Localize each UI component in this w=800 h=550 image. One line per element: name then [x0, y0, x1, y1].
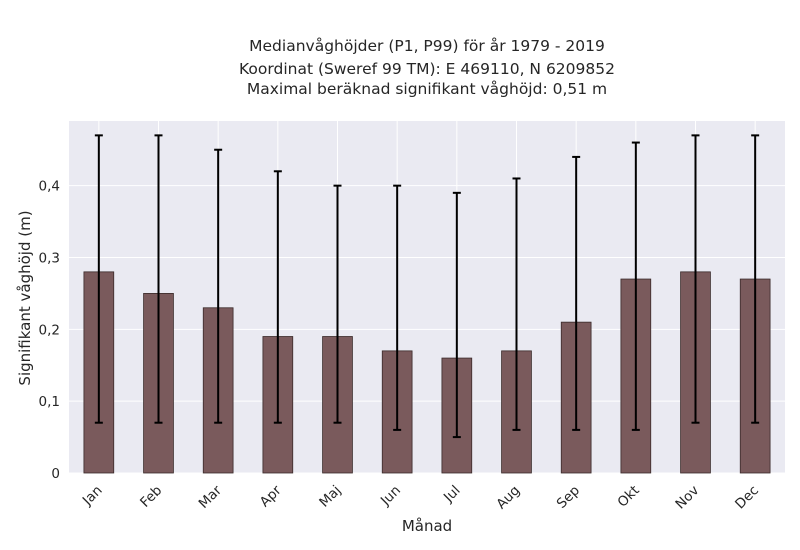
y-tick-label: 0,1	[39, 394, 60, 410]
chart-title-line-3: Maximal beräknad signifikant våghöjd: 0,…	[247, 80, 607, 98]
x-tick-label: Jan	[79, 483, 106, 510]
x-tick-label: Apr	[257, 482, 285, 510]
x-tick-label: Jun	[377, 483, 404, 510]
y-tick-label: 0	[51, 466, 60, 482]
x-tick-label: Nov	[672, 483, 702, 513]
x-tick-label: Sep	[554, 483, 583, 512]
x-tick-label: Mar	[196, 482, 226, 512]
x-tick-label: Maj	[316, 483, 344, 511]
y-axis-ticks: 0 0,1 0,2 0,3 0,4	[39, 179, 60, 482]
chart-title: Medianvåghöjder (P1, P99) för år 1979 - …	[239, 37, 615, 98]
y-tick-label: 0,3	[39, 250, 60, 266]
x-tick-label: Okt	[615, 483, 643, 511]
chart-title-line-1: Medianvåghöjder (P1, P99) för år 1979 - …	[249, 37, 605, 55]
x-tick-label: Aug	[493, 483, 523, 513]
x-tick-label: Jul	[440, 483, 464, 507]
chart-title-line-2: Koordinat (Sweref 99 TM): E 469110, N 62…	[239, 60, 615, 78]
y-axis-label: Signifikant våghöjd (m)	[16, 210, 34, 385]
x-tick-label: Feb	[137, 483, 165, 511]
x-axis-label: Månad	[402, 517, 452, 535]
x-axis-ticks: Jan Feb Mar Apr Maj Jun Jul Aug Sep Okt Nov Dec	[79, 482, 762, 512]
plot-area	[69, 121, 785, 473]
y-tick-label: 0,2	[39, 322, 60, 338]
error-bars	[94, 134, 760, 439]
y-tick-label: 0,4	[39, 179, 60, 195]
x-tick-label: Dec	[732, 483, 762, 513]
